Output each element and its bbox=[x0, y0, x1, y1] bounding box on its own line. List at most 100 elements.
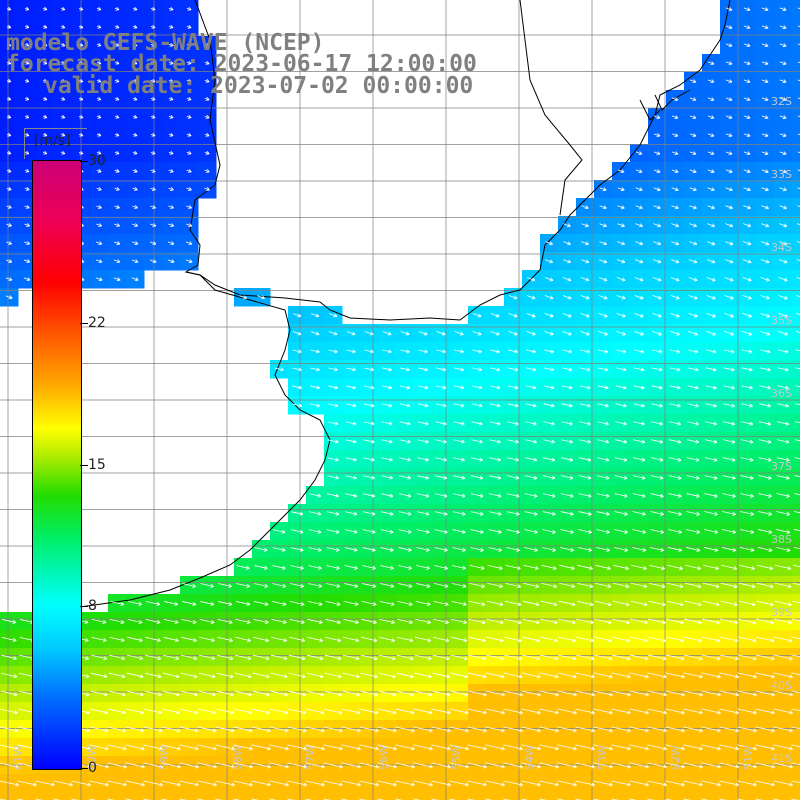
wind-arrow bbox=[269, 762, 289, 769]
wind-arrow bbox=[740, 439, 754, 444]
wind-arrow bbox=[110, 601, 125, 606]
wind-arrow bbox=[580, 349, 591, 354]
wind-arrow bbox=[364, 385, 375, 390]
wind-arrow bbox=[132, 78, 138, 83]
wind-arrow bbox=[773, 690, 793, 697]
wind-speed-cell bbox=[630, 792, 649, 800]
wind-arrow bbox=[215, 762, 235, 769]
wind-arrow bbox=[559, 582, 576, 589]
wind-arrow bbox=[132, 96, 138, 101]
wind-arrow bbox=[670, 312, 680, 318]
wind-arrow bbox=[236, 565, 250, 570]
latitude-label: 35S bbox=[771, 314, 792, 327]
wind-arrow bbox=[434, 493, 448, 498]
wind-arrow bbox=[186, 150, 192, 155]
wind-arrow bbox=[490, 349, 500, 354]
wind-arrow bbox=[633, 385, 645, 390]
wind-speed-cell bbox=[576, 792, 595, 800]
wind-arrow bbox=[629, 672, 649, 679]
wind-arrow bbox=[521, 654, 541, 661]
wind-arrow bbox=[326, 529, 340, 534]
wind-arrow bbox=[580, 330, 590, 336]
wind-arrow bbox=[132, 60, 138, 65]
wind-arrow bbox=[721, 547, 737, 552]
colorbar-tick-label: 0 bbox=[88, 760, 97, 776]
wind-speed-cell bbox=[792, 486, 800, 505]
wind-arrow bbox=[725, 169, 733, 174]
wind-arrow bbox=[150, 223, 157, 227]
wind-arrow bbox=[598, 295, 608, 300]
wind-arrow bbox=[489, 457, 502, 462]
wind-arrow bbox=[325, 600, 341, 606]
wind-arrow bbox=[506, 493, 520, 498]
wind-arrow bbox=[417, 403, 429, 408]
wind-speed-cell bbox=[450, 792, 469, 800]
wind-arrow bbox=[380, 511, 394, 516]
wind-arrow bbox=[400, 385, 411, 390]
wind-arrow bbox=[413, 690, 433, 697]
wind-arrow bbox=[114, 78, 120, 83]
wind-speed-cell bbox=[558, 792, 577, 800]
wind-arrow bbox=[361, 600, 377, 606]
wind-arrow bbox=[239, 295, 247, 300]
wind-arrow bbox=[468, 618, 486, 625]
wind-arrow bbox=[346, 367, 356, 372]
colorbar-units: [m/s] bbox=[34, 133, 71, 149]
wind-arrow bbox=[738, 582, 756, 589]
wind-arrow bbox=[701, 708, 721, 715]
wind-arrow bbox=[581, 259, 590, 264]
wind-arrow bbox=[328, 367, 338, 372]
wind-arrow bbox=[150, 150, 156, 155]
wind-arrow bbox=[125, 762, 145, 769]
longitude-label: 55W bbox=[450, 745, 463, 770]
wind-arrow bbox=[24, 168, 30, 173]
wind-arrow bbox=[114, 168, 120, 173]
wind-arrow bbox=[792, 600, 800, 604]
wind-arrow bbox=[575, 654, 595, 661]
wind-arrow bbox=[168, 132, 174, 137]
wind-arrow bbox=[96, 78, 102, 83]
wind-arrow bbox=[593, 654, 613, 661]
wind-arrow bbox=[524, 547, 538, 552]
wind-arrow bbox=[740, 511, 754, 516]
wind-arrow bbox=[323, 708, 343, 715]
wind-arrow bbox=[539, 690, 559, 697]
wind-arrow bbox=[705, 349, 717, 354]
wind-arrow bbox=[743, 43, 751, 48]
wind-arrow bbox=[743, 7, 751, 12]
wind-arrow bbox=[149, 241, 157, 245]
wind-arrow bbox=[669, 421, 681, 426]
wind-arrow bbox=[757, 529, 773, 534]
wind-arrow bbox=[42, 114, 48, 119]
wind-arrow bbox=[254, 583, 269, 588]
longitude-label: 51W bbox=[742, 745, 755, 770]
wind-arrow bbox=[701, 762, 721, 769]
wind-arrow bbox=[150, 42, 156, 47]
wind-arrow bbox=[701, 690, 721, 697]
wind-arrow bbox=[598, 349, 609, 354]
wind-speed-cell bbox=[126, 792, 145, 800]
wind-arrow bbox=[683, 762, 703, 769]
wind-arrow bbox=[161, 780, 181, 787]
wind-arrow bbox=[707, 223, 716, 228]
wind-arrow bbox=[308, 565, 322, 570]
wind-arrow bbox=[342, 690, 361, 697]
wind-arrow bbox=[525, 421, 537, 426]
wind-arrow bbox=[773, 780, 793, 787]
wind-arrow bbox=[254, 565, 268, 570]
wind-arrow bbox=[114, 114, 120, 119]
wind-arrow bbox=[539, 762, 559, 769]
wind-speed-cell bbox=[216, 792, 235, 800]
wind-arrow bbox=[467, 762, 487, 769]
wind-arrow bbox=[595, 582, 612, 589]
wind-arrow bbox=[432, 636, 450, 643]
wind-arrow bbox=[615, 385, 627, 390]
wind-arrow bbox=[150, 187, 156, 191]
wind-arrow bbox=[651, 367, 663, 372]
wind-arrow bbox=[683, 780, 703, 787]
wind-arrow bbox=[378, 636, 396, 643]
wind-arrow bbox=[560, 475, 574, 480]
wind-arrow bbox=[544, 295, 554, 300]
wind-arrow bbox=[725, 7, 733, 12]
wind-arrow bbox=[186, 60, 192, 65]
